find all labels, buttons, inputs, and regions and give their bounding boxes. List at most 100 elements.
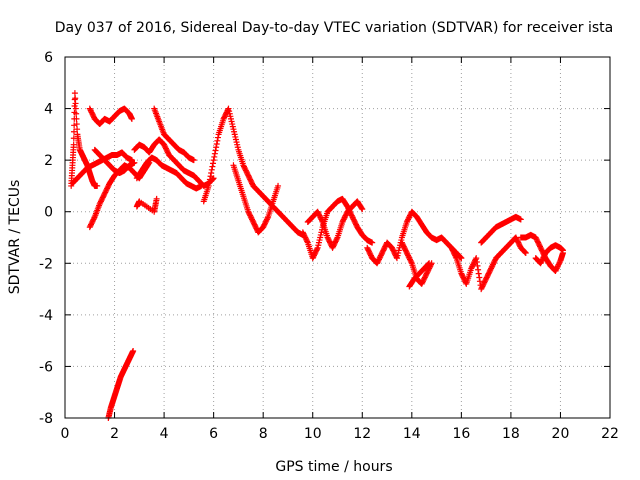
data-point [198,182,205,189]
x-tick-label: 0 [61,426,70,442]
x-tick-label: 22 [601,426,619,442]
x-tick-label: 14 [403,426,421,442]
data-point [73,110,80,117]
data-point [74,126,81,133]
series-arc-q [406,260,433,290]
data-point [153,195,160,202]
data-point [210,157,217,164]
data-point [207,173,214,180]
data-point [559,247,566,254]
data-point [275,182,282,189]
data-point [73,121,80,128]
data-point [212,147,219,154]
y-tick-label: 2 [44,153,53,169]
series-arc-g [131,136,217,189]
data-point [213,141,220,148]
series-arc-s [478,213,524,246]
x-tick-labels: 0 2 4 6 8 10 12 14 16 18 20 22 [61,426,619,442]
data-point [205,182,212,189]
series-arc-j [133,195,160,215]
data-point [206,179,213,186]
data-point [393,253,400,260]
series-arc-i [133,154,205,192]
y-tick-label: 4 [44,102,53,118]
axis-ticks [64,56,611,419]
data-point [264,215,271,222]
y-tick-label: -2 [39,256,53,272]
y-tick-label: 6 [44,50,53,66]
chart-title: Day 037 of 2016, Sidereal Day-to-day VTE… [55,20,613,36]
data-point [319,217,326,224]
data-point [208,166,215,173]
x-tick-label: 6 [209,426,218,442]
data-point [72,100,79,107]
x-tick-label: 12 [353,426,371,442]
data-point [426,260,433,267]
x-tick-label: 2 [110,426,119,442]
data-point [452,253,459,260]
data-point [131,159,138,166]
series-arc-h [151,105,197,164]
data-point [190,157,197,164]
series-arc-m [299,195,376,262]
series-arc-u [532,242,566,267]
data-point [91,215,98,222]
data-point [425,260,432,267]
data-point [408,258,415,265]
data-points [68,90,566,421]
data-point [72,95,79,102]
series-arc-p [398,239,435,287]
data-point [213,144,220,151]
series-arc-o [364,208,465,267]
y-tick-label: -8 [39,411,53,427]
data-point [209,163,216,170]
x-tick-label: 8 [259,426,268,442]
data-point [130,347,137,354]
x-tick-label: 18 [502,426,520,442]
data-point [358,205,365,212]
data-point [72,105,79,112]
data-point [476,274,483,281]
y-tick-label: -4 [39,308,53,324]
series-arc-e [91,146,138,177]
series-arc-f [105,347,137,421]
x-tick-label: 4 [160,426,169,442]
data-point [424,261,431,268]
data-point [224,106,231,113]
data-point [475,270,482,277]
data-point [128,115,135,122]
data-point [214,137,221,144]
x-tick-label: 20 [552,426,570,442]
y-tick-label: -6 [39,359,53,375]
data-point [314,246,321,253]
data-point [208,170,215,177]
data-point [211,150,218,157]
y-axis-label: SDTVAR / TECUs [7,180,23,295]
data-point [369,239,376,246]
x-axis-label: GPS time / hours [275,459,392,475]
data-point [522,249,529,256]
data-point [304,238,311,245]
plot-frame [64,56,611,419]
data-point [214,134,221,141]
data-point [474,262,481,269]
data-point [73,115,80,122]
data-point [210,175,217,182]
series-arc-l [230,162,282,236]
data-point [522,249,529,256]
x-tick-label: 10 [304,426,322,442]
y-tick-label: 0 [44,205,53,221]
data-point [359,206,366,213]
y-tick-labels: -8 -6 -4 -2 0 2 4 6 [39,50,53,427]
series-arc-c [86,105,135,128]
series-arc-r [448,234,529,293]
data-point [71,122,78,129]
data-point [94,182,101,189]
data-point [475,266,482,273]
data-point [211,153,218,160]
data-point [206,176,213,183]
data-point [333,235,340,242]
data-point [457,254,464,261]
data-point [70,128,77,135]
